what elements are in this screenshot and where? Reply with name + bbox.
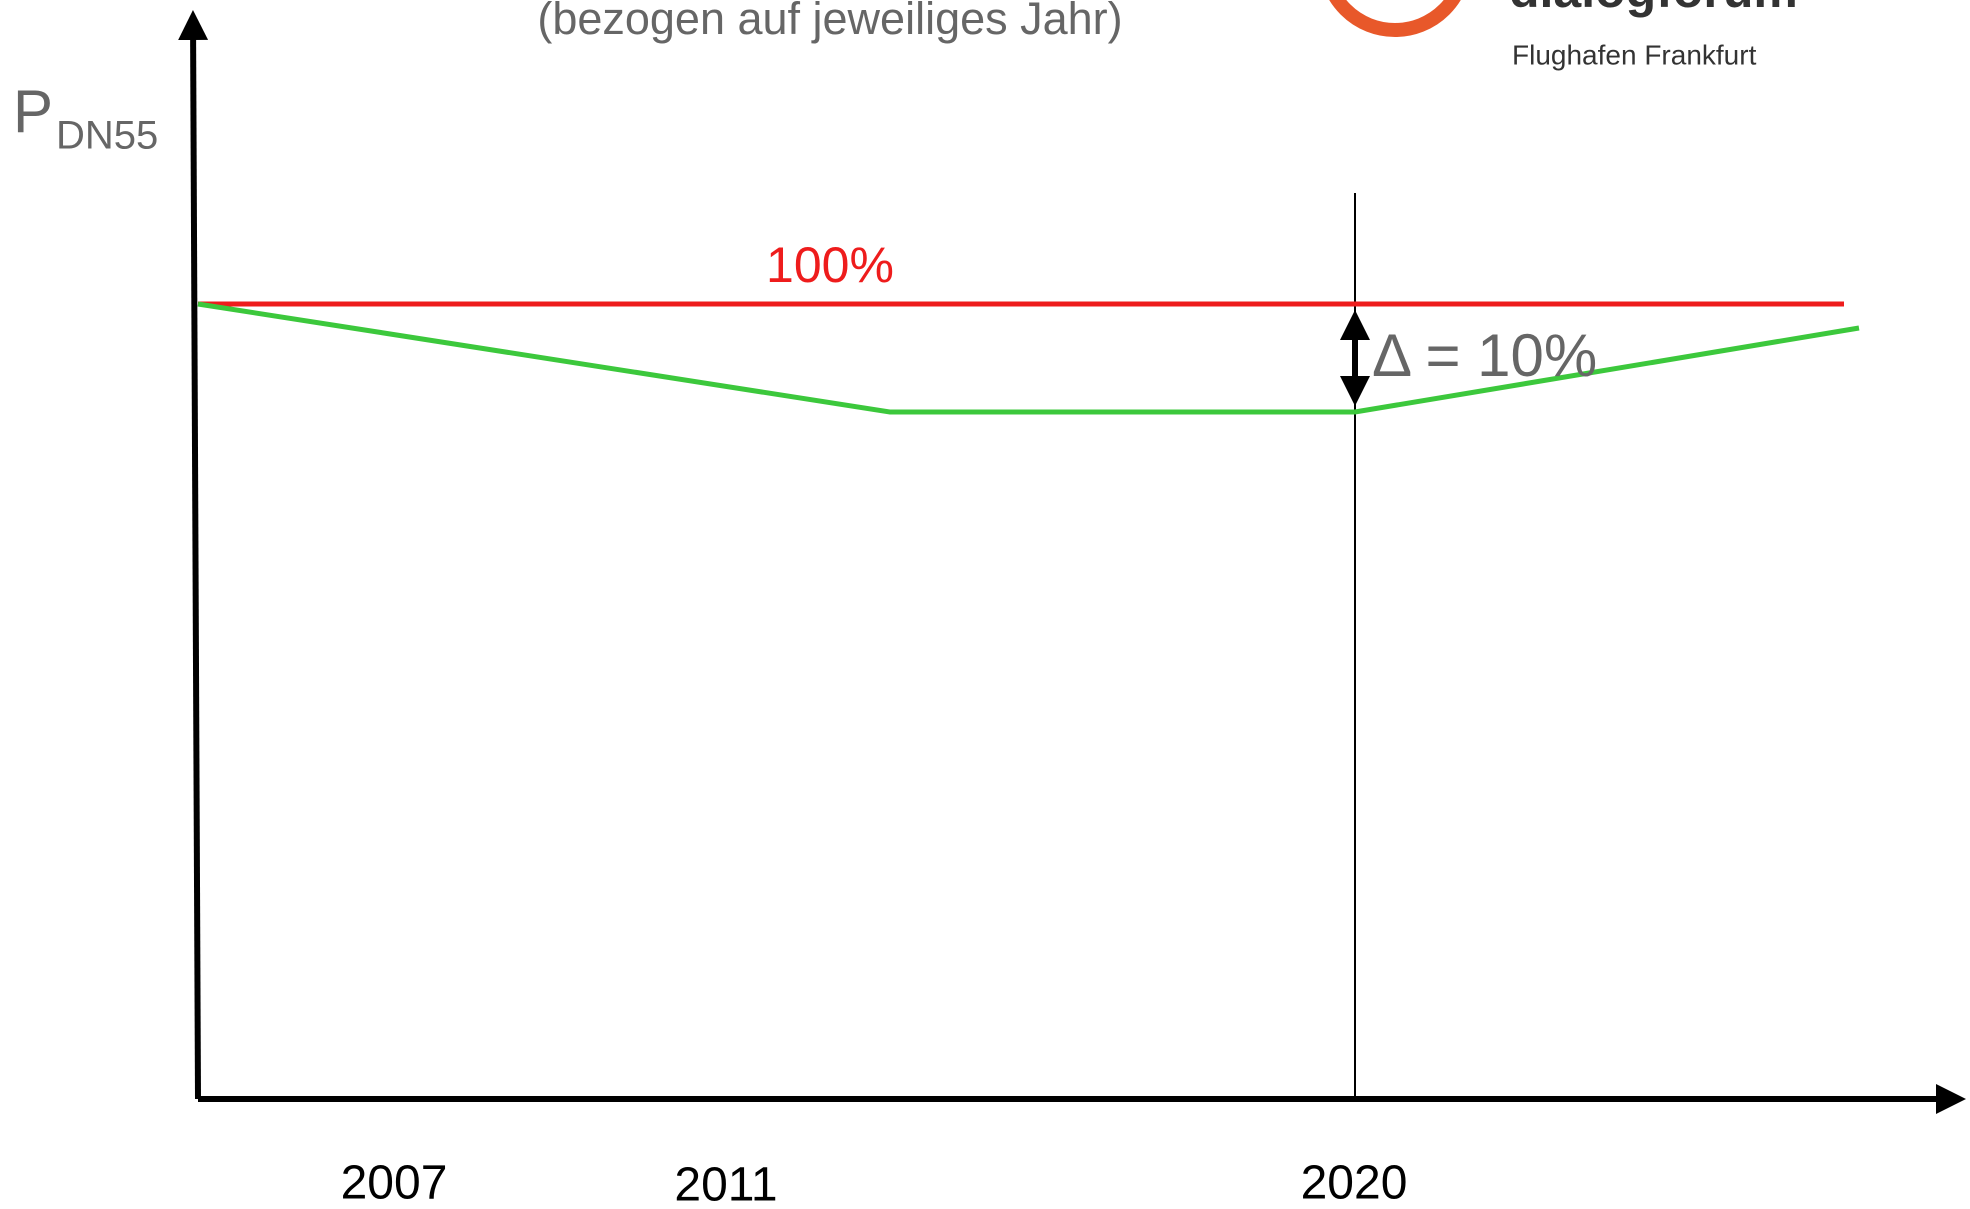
year-label: 2007 [341,1157,448,1209]
axis-subscript: DN55 [56,114,158,158]
logo-tagline: Flughafen Frankfurt [1512,39,1757,70]
actual-line [197,301,1860,415]
logo-icon [1329,0,1461,37]
y-axis [178,10,209,1100]
logo-name: dialogforum [1509,0,1798,18]
delta-label: Δ = 10% [1372,322,1597,389]
subtitle: (bezogen auf jeweiliges Jahr) [537,0,1122,44]
reference-label: 100% [766,237,894,293]
year-label: 2020 [1301,1157,1408,1209]
year-label: 2011 [674,1159,777,1209]
axis-symbol: P [13,78,53,145]
